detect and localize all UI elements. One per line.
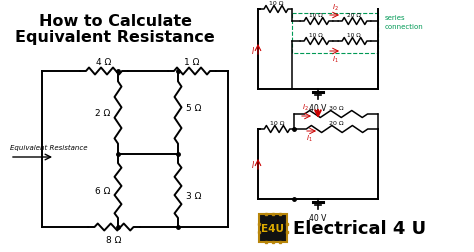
Text: $I$: $I$ [251, 44, 255, 55]
Text: Equivalent Resistance: Equivalent Resistance [15, 30, 215, 45]
Text: 1 Ω: 1 Ω [184, 58, 200, 67]
Text: 2 Ω: 2 Ω [95, 109, 110, 117]
Text: series: series [385, 15, 406, 21]
Text: $I_2$: $I_2$ [302, 102, 309, 113]
Text: How to Calculate: How to Calculate [38, 14, 191, 29]
Text: 10 Ω: 10 Ω [309, 13, 323, 18]
Text: 10 Ω: 10 Ω [309, 33, 323, 38]
Text: 5 Ω: 5 Ω [186, 104, 201, 113]
Text: $I_2$: $I_2$ [332, 3, 338, 13]
Text: Equivalent Resistance: Equivalent Resistance [10, 144, 88, 150]
Text: 30 Ω: 30 Ω [328, 106, 343, 111]
Text: 40 V: 40 V [310, 213, 327, 222]
Text: connection: connection [385, 24, 424, 30]
Bar [292, 14, 378, 54]
Text: 20 Ω: 20 Ω [328, 120, 343, 125]
Text: 8 Ω: 8 Ω [106, 235, 122, 244]
Text: $I$: $I$ [251, 159, 255, 170]
Text: 3 Ω: 3 Ω [186, 191, 201, 200]
Text: 20 Ω: 20 Ω [347, 13, 361, 18]
Text: 10 Ω: 10 Ω [347, 33, 361, 38]
Text: 10 Ω: 10 Ω [270, 120, 284, 125]
Text: $I_1$: $I_1$ [332, 55, 338, 65]
Text: 6 Ω: 6 Ω [95, 186, 110, 195]
Bar [259, 214, 287, 242]
Text: 10 Ω: 10 Ω [269, 1, 283, 6]
Text: E4U: E4U [262, 223, 284, 233]
Text: Electrical 4 U: Electrical 4 U [293, 219, 426, 237]
Text: 40 V: 40 V [310, 104, 327, 113]
Text: $I_1$: $I_1$ [306, 134, 313, 144]
Text: 4 Ω: 4 Ω [96, 58, 111, 67]
